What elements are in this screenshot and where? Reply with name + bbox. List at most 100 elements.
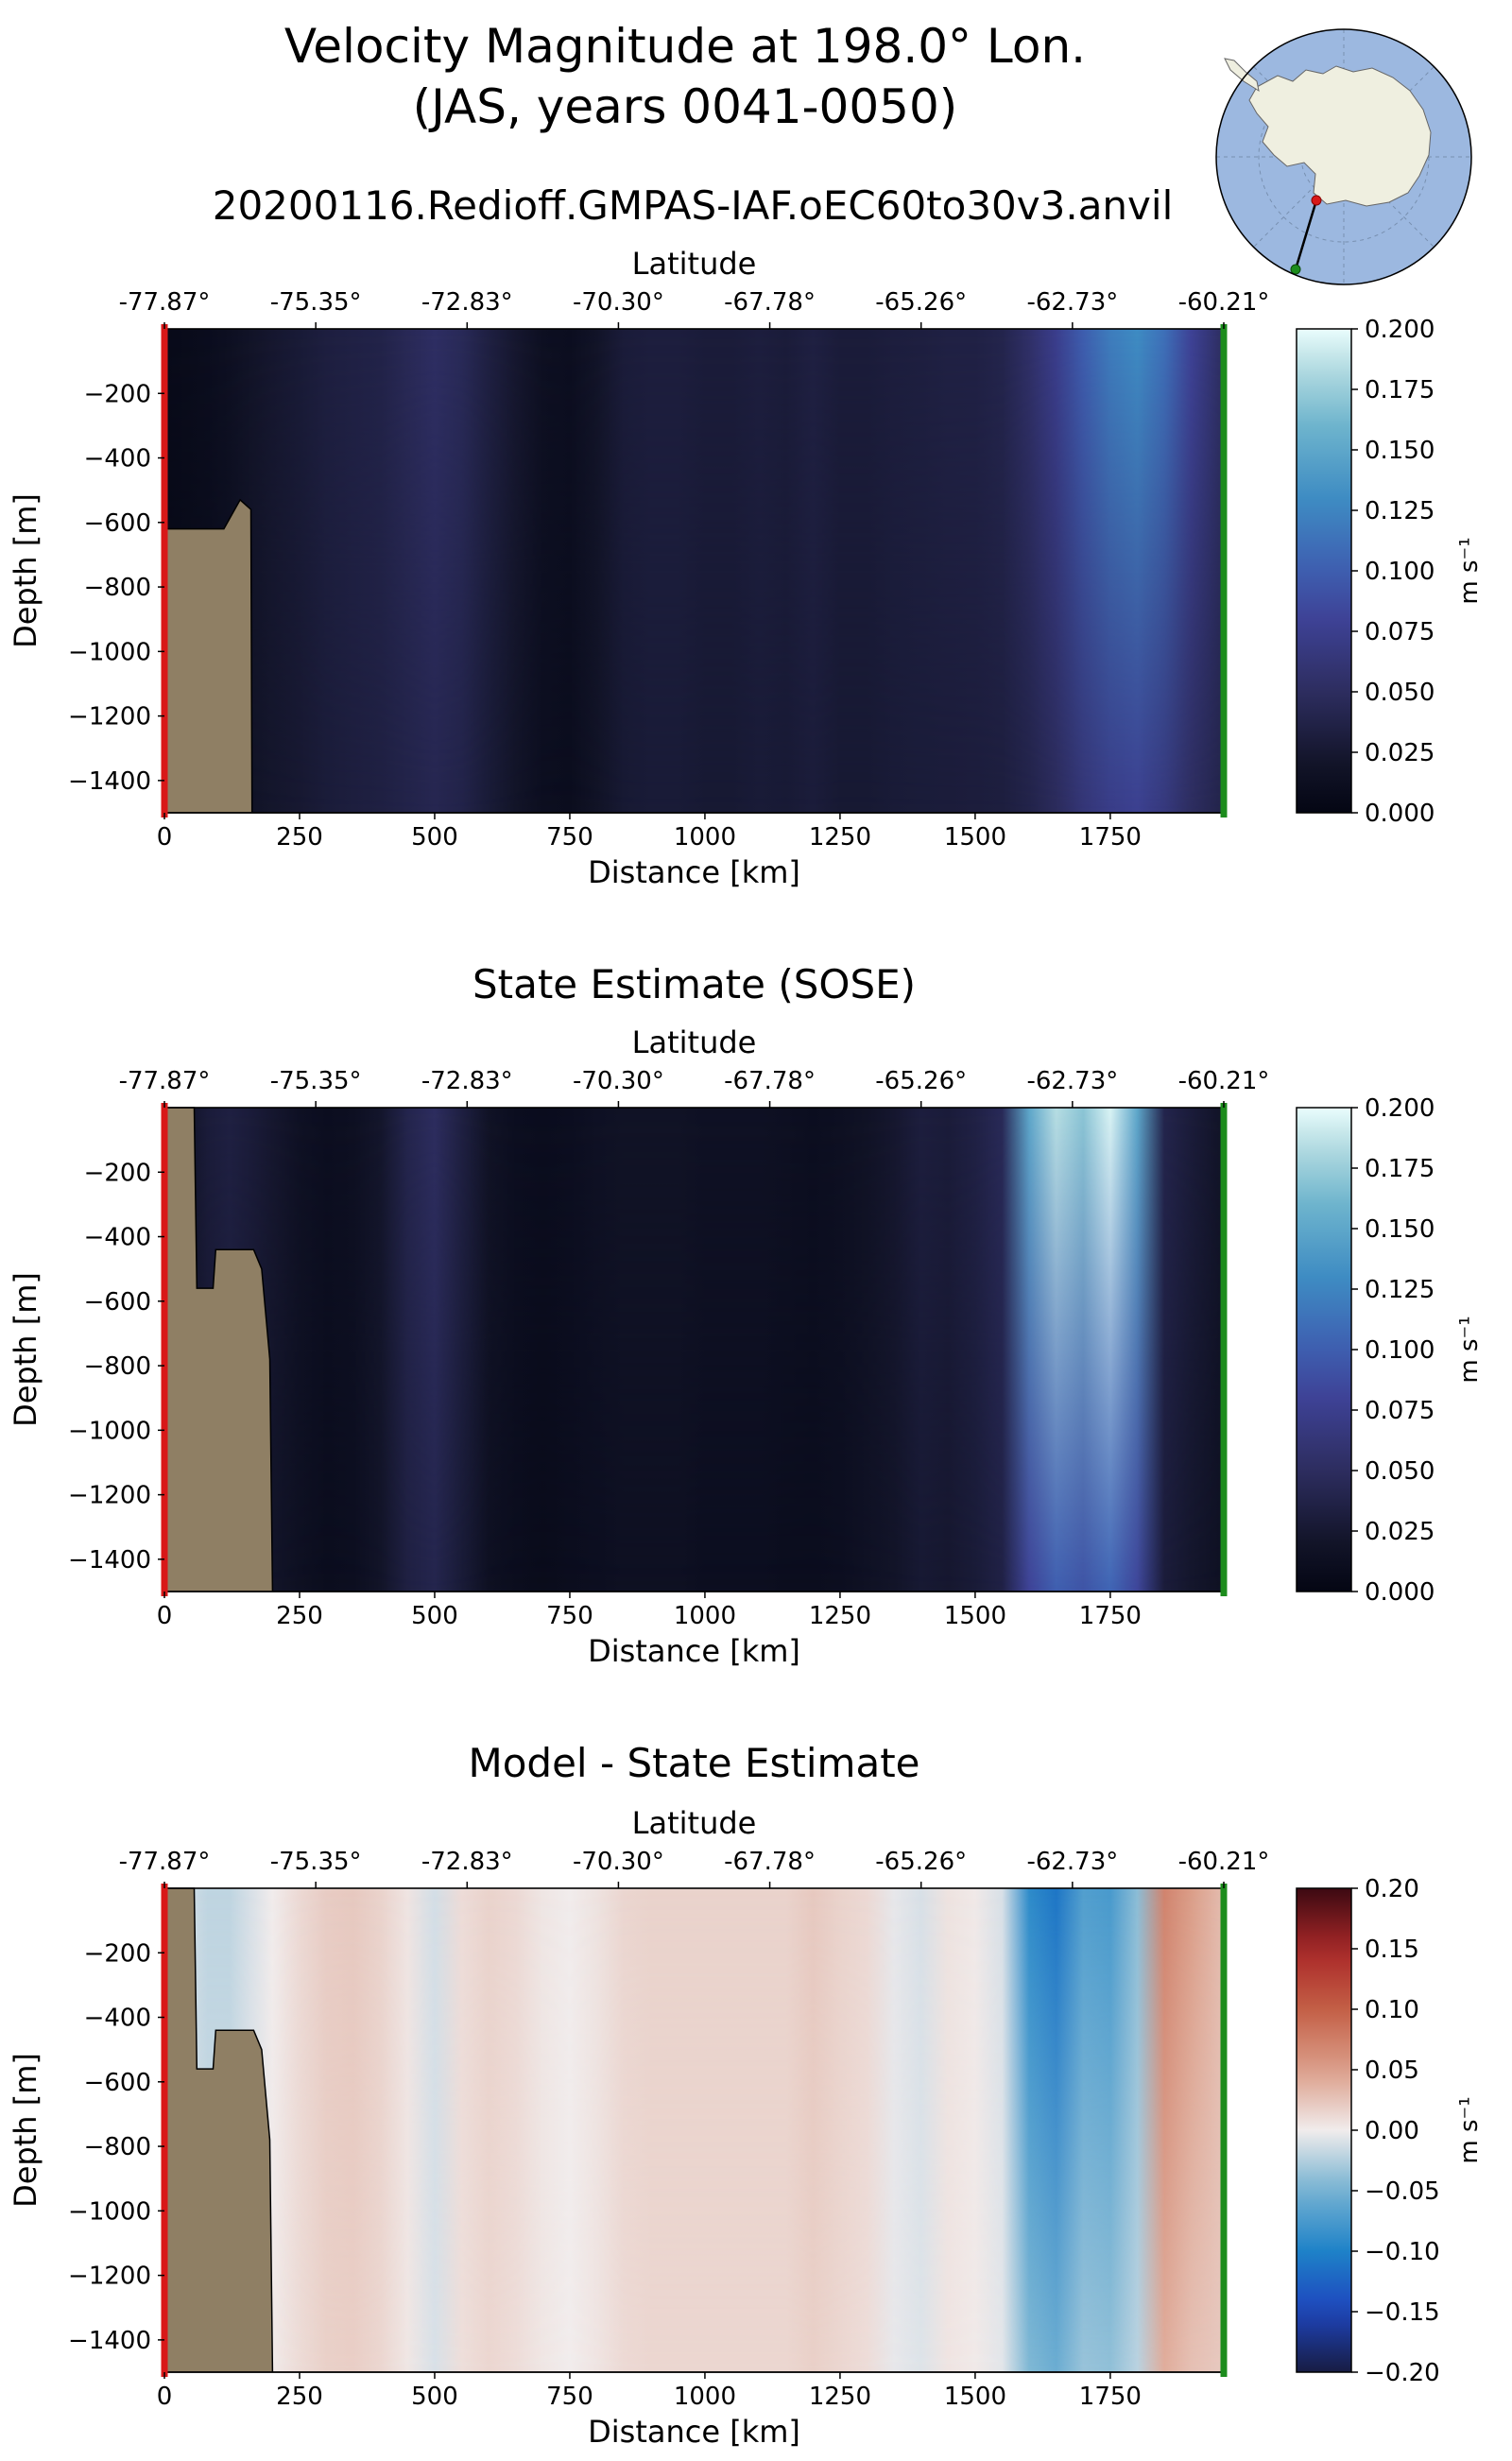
- colorbar-tick-label: 0.000: [1365, 800, 1435, 828]
- x-tick-label: 0: [157, 2383, 173, 2411]
- colorbar-tick-label: 0.175: [1365, 1155, 1435, 1183]
- y-axis-label: Depth [m]: [8, 493, 43, 648]
- colorbar-tick-label: 0.10: [1365, 1996, 1419, 2024]
- inset-map: [1215, 28, 1472, 285]
- y-tick-label: −1000: [68, 2197, 151, 2226]
- model-panel: 0 250 500 750 1000 1250 1500 1750 Distance [km] -…: [8, 246, 1484, 890]
- lat-tick-label: -60.21°: [1178, 288, 1270, 317]
- colorbar-tick-label: 0.100: [1365, 558, 1435, 586]
- colorbar-tick-label: −0.05: [1365, 2177, 1440, 2206]
- colorbar-tick-label: 0.050: [1365, 1457, 1435, 1486]
- y-tick-label: −1200: [68, 2263, 151, 2291]
- colorbar-label: m s⁻¹: [1455, 537, 1484, 604]
- lat-tick-label: -72.83°: [421, 288, 513, 317]
- lat-axis-label: Latitude: [632, 246, 757, 282]
- colorbar-tick-label: 0.15: [1365, 1936, 1419, 1964]
- x-tick-label: 1250: [809, 1602, 871, 1630]
- colorbar-tick-label: 0.200: [1365, 316, 1435, 344]
- transect-end-marker: [1290, 264, 1301, 275]
- lat-tick-label: -75.35°: [270, 288, 362, 317]
- lat-tick-label: -62.73°: [1026, 1067, 1118, 1095]
- y-axis-label: Depth [m]: [8, 2053, 43, 2208]
- colorbar-tick-label: 0.075: [1365, 1397, 1435, 1425]
- transect-line: [1294, 199, 1318, 270]
- colorbar-tick-label: 0.000: [1365, 1578, 1435, 1607]
- x-tick-label: 1250: [809, 823, 871, 852]
- x-tick-label: 500: [411, 2383, 458, 2411]
- figure-title-line1: Velocity Magnitude at 198.0° Lon.: [284, 19, 1086, 74]
- x-tick-label: 1000: [674, 1602, 736, 1630]
- lat-tick-label: -75.35°: [270, 1848, 362, 1876]
- field-deep-layer: [164, 329, 1224, 813]
- y-tick-label: −1400: [68, 2327, 151, 2355]
- colorbar-tick-label: 0.125: [1365, 1276, 1435, 1304]
- colorbar-tick-label: 0.100: [1365, 1336, 1435, 1365]
- lat-tick-label: -65.26°: [875, 288, 967, 317]
- colorbar-tick-label: 0.150: [1365, 1215, 1435, 1244]
- y-axis-label: Depth [m]: [8, 1272, 43, 1427]
- x-tick-label: 1750: [1079, 1602, 1142, 1630]
- y-tick-label: −800: [84, 2133, 151, 2161]
- x-tick-label: 500: [411, 823, 458, 852]
- y-tick-label: −1000: [68, 638, 151, 666]
- y-tick-label: −1000: [68, 1417, 151, 1445]
- x-tick-label: 1500: [944, 1602, 1006, 1630]
- figure-title-line2: (JAS, years 0041-0050): [413, 79, 958, 134]
- y-tick-label: −400: [84, 445, 151, 473]
- colorbar-tick-label: −0.10: [1365, 2238, 1440, 2266]
- lat-tick-label: -67.78°: [724, 1067, 816, 1095]
- difference-panel: Model - State Estimate 0 250 500 750 1000 1250…: [8, 1740, 1484, 2450]
- run-name: 20200116.Redioff.GMPAS-IAF.oEC60to30v3.a…: [213, 182, 1174, 229]
- x-tick-label: 500: [411, 1602, 458, 1630]
- x-tick-label: 750: [546, 1602, 593, 1630]
- lat-tick-label: -62.73°: [1026, 288, 1118, 317]
- x-tick-label: 250: [276, 1602, 323, 1630]
- y-tick-label: −600: [84, 509, 151, 538]
- lat-tick-label: -70.30°: [573, 1067, 664, 1095]
- y-tick-label: −800: [84, 574, 151, 602]
- lat-tick-label: -77.87°: [119, 1848, 211, 1876]
- colorbar: [1296, 1887, 1352, 2373]
- lat-tick-label: -70.30°: [573, 1848, 664, 1876]
- y-tick-label: −800: [84, 1352, 151, 1381]
- x-tick-label: 1000: [674, 2383, 736, 2411]
- x-tick-label: 1750: [1079, 2383, 1142, 2411]
- antarctic-peninsula: [1224, 58, 1260, 93]
- lat-tick-label: -70.30°: [573, 288, 664, 317]
- x-tick-label: 1000: [674, 823, 736, 852]
- colorbar-tick-label: 0.050: [1365, 679, 1435, 707]
- colorbar-tick-label: 0.075: [1365, 618, 1435, 646]
- antarctica-landmass: [1248, 65, 1432, 207]
- colorbar-tick-label: 0.05: [1365, 2057, 1419, 2085]
- lat-tick-label: -72.83°: [421, 1067, 513, 1095]
- lat-tick-label: -60.21°: [1178, 1848, 1270, 1876]
- field-deep-layer: [164, 1108, 1224, 1592]
- x-tick-label: 250: [276, 2383, 323, 2411]
- y-tick-label: −400: [84, 2005, 151, 2033]
- x-tick-label: 250: [276, 823, 323, 852]
- panel-title: State Estimate (SOSE): [472, 961, 916, 1007]
- x-axis-label: Distance [km]: [588, 854, 800, 890]
- lat-tick-label: -75.35°: [270, 1067, 362, 1095]
- lat-tick-label: -77.87°: [119, 288, 211, 317]
- x-tick-label: 1500: [944, 2383, 1006, 2411]
- x-axis-label: Distance [km]: [588, 1633, 800, 1669]
- colorbar-tick-label: 0.175: [1365, 376, 1435, 404]
- x-tick-label: 750: [546, 2383, 593, 2411]
- y-tick-label: −1400: [68, 1546, 151, 1575]
- colorbar-tick-label: 0.150: [1365, 437, 1435, 465]
- colorbar-label: m s⁻¹: [1455, 2096, 1484, 2163]
- y-tick-label: −200: [84, 1939, 151, 1968]
- x-axis-label: Distance [km]: [588, 2414, 800, 2450]
- lat-tick-label: -67.78°: [724, 288, 816, 317]
- y-tick-label: −1200: [68, 703, 151, 731]
- colorbar-tick-label: 0.025: [1365, 739, 1435, 767]
- y-tick-label: −200: [84, 1159, 151, 1187]
- x-tick-label: 750: [546, 823, 593, 852]
- colorbar-tick-label: −0.20: [1365, 2359, 1440, 2387]
- x-tick-label: 0: [157, 1602, 173, 1630]
- colorbar-tick-label: 0.125: [1365, 497, 1435, 525]
- x-tick-label: 1250: [809, 2383, 871, 2411]
